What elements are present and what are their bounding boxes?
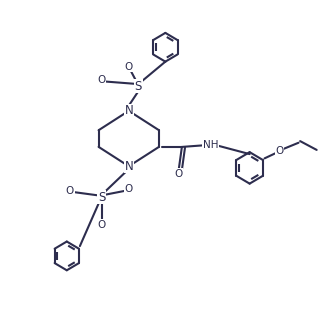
Text: NH: NH: [203, 140, 218, 150]
Text: O: O: [98, 75, 106, 85]
Text: O: O: [125, 62, 133, 72]
Text: N: N: [124, 104, 133, 117]
Text: O: O: [66, 186, 74, 196]
Text: O: O: [175, 169, 183, 179]
Text: O: O: [275, 146, 284, 156]
Text: S: S: [135, 80, 142, 93]
Text: N: N: [124, 160, 133, 173]
Text: S: S: [98, 191, 106, 204]
Text: O: O: [125, 184, 133, 194]
Text: O: O: [98, 220, 106, 230]
